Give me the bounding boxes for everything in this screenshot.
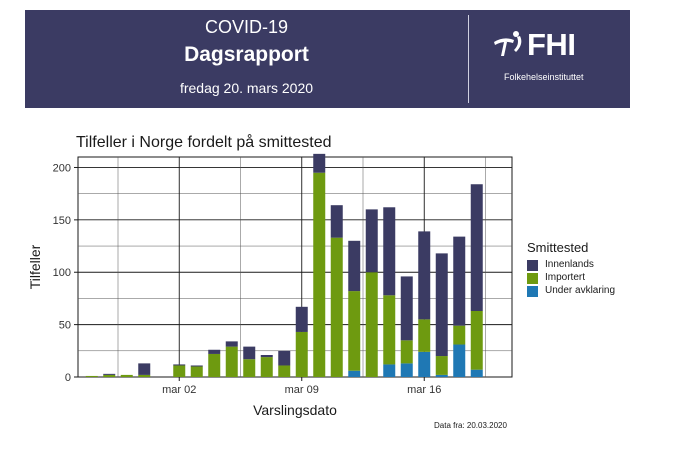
bar-segment (138, 374, 151, 377)
bar-segment (365, 272, 378, 377)
header-subtitle: Dagsrapport (184, 43, 309, 66)
bar-segment (383, 207, 396, 296)
header-divider (468, 15, 469, 103)
bar-segment (103, 373, 116, 375)
y-axis-label: Tilfeller (27, 244, 43, 289)
bar-segment (295, 306, 308, 332)
bar-segment (330, 205, 343, 238)
legend-title: Smittested (527, 240, 589, 255)
legend-swatch (527, 286, 538, 297)
bar-segment (85, 375, 98, 377)
data-source-note: Data fra: 20.03.2020 (434, 421, 507, 430)
legend-label: Under avklaring (545, 285, 616, 296)
bar-segment (348, 240, 361, 292)
bar-segment (190, 366, 203, 377)
y-tick-label: 150 (53, 215, 71, 227)
bar-segment (330, 237, 343, 377)
bar-segment (243, 346, 256, 360)
bar-segment (208, 349, 221, 354)
legend-swatch (527, 273, 538, 284)
bar-segment (418, 351, 431, 377)
bar-segment (313, 172, 326, 377)
bar-segment (278, 365, 291, 377)
bar-segment (190, 365, 203, 367)
bar-segment (225, 346, 238, 377)
bar-segment (260, 357, 273, 377)
y-tick-label: 50 (59, 320, 71, 332)
header-text-block: COVID-19 Dagsrapport fredag 20. mars 202… (25, 10, 468, 108)
bar-segment (435, 374, 448, 377)
y-tick-label: 100 (53, 267, 71, 279)
bar-segment (365, 209, 378, 273)
bar-segment (470, 184, 483, 311)
x-tick-label: mar 02 (162, 384, 196, 396)
y-tick-label: 0 (65, 372, 71, 384)
bar-segment (295, 331, 308, 377)
bar-segment (453, 325, 466, 345)
bar-segment (348, 291, 361, 371)
x-tick-label: mar 16 (407, 384, 441, 396)
bar-segment (453, 236, 466, 326)
bar-segment (313, 153, 326, 173)
bar-segment (243, 359, 256, 377)
bar-segment (348, 370, 361, 377)
bar-segment (278, 350, 291, 366)
legend-swatch (527, 260, 538, 271)
bar-segment (208, 353, 221, 377)
bar-segment (225, 341, 238, 347)
bar-segment (470, 311, 483, 370)
header-title: COVID-19 (204, 17, 289, 37)
bar-segment (383, 295, 396, 365)
bar-segment (120, 374, 133, 377)
bar-segment (260, 355, 273, 358)
bar-segment (173, 364, 186, 366)
header-date: fredag 20. mars 2020 (179, 80, 314, 96)
x-axis-label: Varslingsdato (253, 402, 337, 418)
report-header: COVID-19 Dagsrapport fredag 20. mars 202… (25, 10, 630, 108)
legend-label: Importert (545, 272, 586, 283)
bar-segment (435, 253, 448, 357)
bar-segment (138, 363, 151, 375)
bar-segment (173, 365, 186, 377)
bar-segment (400, 363, 413, 377)
x-tick-label: mar 09 (285, 384, 319, 396)
bar-segment (400, 340, 413, 364)
bar-segment (470, 369, 483, 377)
fhi-logo-icon (494, 31, 522, 56)
bar-segment (418, 319, 431, 352)
fhi-logo-text: FHI (527, 27, 576, 62)
bar-segment (418, 231, 431, 320)
chart-title: Tilfeller i Norge fordelt på smittested (76, 134, 332, 151)
legend-label: Innenlands (545, 259, 594, 270)
y-tick-label: 200 (53, 162, 71, 174)
fhi-logo-subtext: Folkehelseinstituttet (504, 72, 584, 82)
bar-segment (453, 344, 466, 377)
bar-segment (383, 364, 396, 377)
bar-segment (103, 374, 116, 377)
bar-segment (400, 276, 413, 341)
bar-segment (435, 356, 448, 375)
